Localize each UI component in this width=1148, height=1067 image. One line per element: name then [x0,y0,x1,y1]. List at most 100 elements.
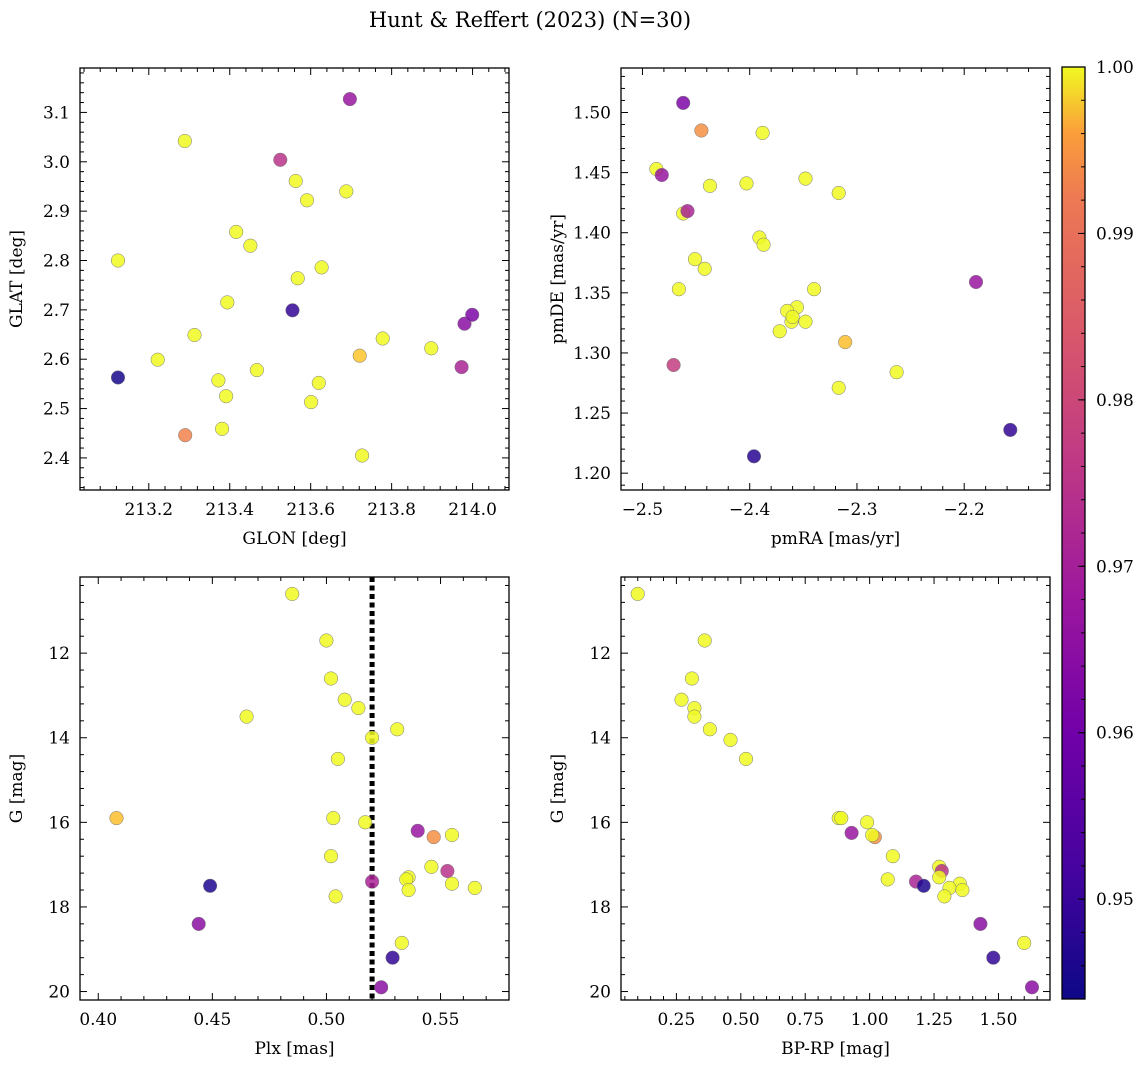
data-point [328,889,343,904]
data-point [932,870,947,885]
data-point [311,375,326,390]
x-axis-label: GLON [deg] [242,529,346,549]
x-tick-label: 0.50 [308,1010,346,1030]
x-tick-label: 0.50 [722,1010,760,1030]
y-tick-label: 3.0 [43,153,70,173]
y-tick-label: 2.7 [43,301,70,321]
data-point [755,125,770,140]
figure-title: Hunt & Reffert (2023) (N=30) [369,8,691,32]
x-tick-label: −2.2 [944,500,985,520]
data-point [440,863,455,879]
data-point [394,935,409,950]
data-point [785,309,800,324]
data-point [323,849,339,864]
data-point [426,830,441,845]
scatter-points [110,92,480,463]
data-point [654,167,669,183]
data-point [352,348,367,363]
data-point [220,295,235,310]
data-point [739,176,754,191]
panels: 213.2 213.4 213.6 213.8 214.0 2.4 2.5 2.6 2.7 2.8… [7,67,1051,1059]
data-point [191,916,206,931]
data-point [109,811,124,826]
data-point [838,335,853,350]
data-point [454,360,469,375]
data-point [738,751,754,766]
y-tick-label: 3.1 [43,103,70,123]
y-axis-label: GLAT [deg] [7,230,27,328]
x-tick-label: −2.3 [836,500,877,520]
scatter-panel-3: 0.40 0.45 0.50 0.55 12 14 16 18 20 Plx [mas] G [ma… [7,576,510,1059]
y-tick-label: 18 [48,898,70,918]
y-tick-label: 2.6 [43,350,70,370]
data-point [834,811,849,826]
data-point [424,341,439,356]
y-tick-label: 16 [48,813,70,833]
y-tick-label: 14 [48,729,70,749]
axis-ticks [80,577,510,1000]
data-point [150,352,165,367]
data-point [375,331,390,346]
x-tick-label: 0.45 [193,1010,231,1030]
data-point [239,709,254,724]
axis-ticks [80,68,509,490]
data-point [229,224,244,239]
data-point [365,874,380,889]
data-point [467,880,482,895]
x-axis-label: Plx [mas] [254,1039,334,1059]
x-tick-label: 0.55 [422,1010,460,1030]
y-tick-label: 2.4 [43,449,70,469]
data-point [798,171,813,186]
scatter-panel-4: 0.25 0.50 0.75 1.00 1.25 1.50 12 14 16 18 20 BP-RP … [548,576,1051,1059]
data-point [424,859,439,874]
x-tick-label: 1.50 [980,1010,1018,1030]
data-point [110,370,126,385]
data-point [390,722,405,737]
data-point [674,692,689,707]
data-point [110,253,126,268]
data-point [687,709,702,724]
x-tick-label: 213.6 [286,500,335,520]
data-point [684,671,699,686]
colorbar: 0.95 0.96 0.97 0.98 0.99 1.00 [1061,58,1134,1000]
y-tick-label: 1.40 [573,224,611,244]
data-point [314,260,329,275]
axis-ticks [620,68,1051,490]
data-point [671,282,686,297]
y-tick-label: 1.35 [573,284,611,304]
data-point [889,365,904,380]
y-tick-label: 14 [589,729,611,749]
x-tick-label: 1.25 [915,1010,953,1030]
plot-frame [620,576,1051,1001]
colorbar-tick-label: 0.97 [1096,557,1134,577]
colorbar-tick-label: 0.98 [1096,391,1134,411]
data-point [772,324,787,339]
data-point [273,152,288,167]
data-point [1003,422,1018,437]
data-point [299,193,315,208]
data-point [330,751,345,766]
colorbar-tick-label: 0.95 [1096,890,1134,910]
data-point [860,815,875,830]
data-point [955,882,970,898]
y-axis-label: G [mag] [548,754,568,823]
x-tick-label: −2.5 [622,500,663,520]
y-tick-label: 2.9 [43,202,70,222]
data-point [290,271,305,286]
data-point [465,307,480,322]
data-point [1017,935,1032,950]
data-point [444,827,460,843]
data-point [177,133,192,149]
x-tick-label: 0.25 [657,1010,695,1030]
y-tick-label: 12 [589,644,611,664]
data-point [937,889,952,904]
y-tick-label: 2.5 [43,400,70,420]
data-point [702,722,717,737]
y-tick-label: 20 [589,983,611,1003]
y-tick-label: 1.30 [573,344,611,364]
data-point [339,184,354,199]
data-point [676,95,691,110]
data-point [178,428,193,443]
x-tick-label: 213.2 [124,500,173,520]
scatter-points [630,586,1040,995]
